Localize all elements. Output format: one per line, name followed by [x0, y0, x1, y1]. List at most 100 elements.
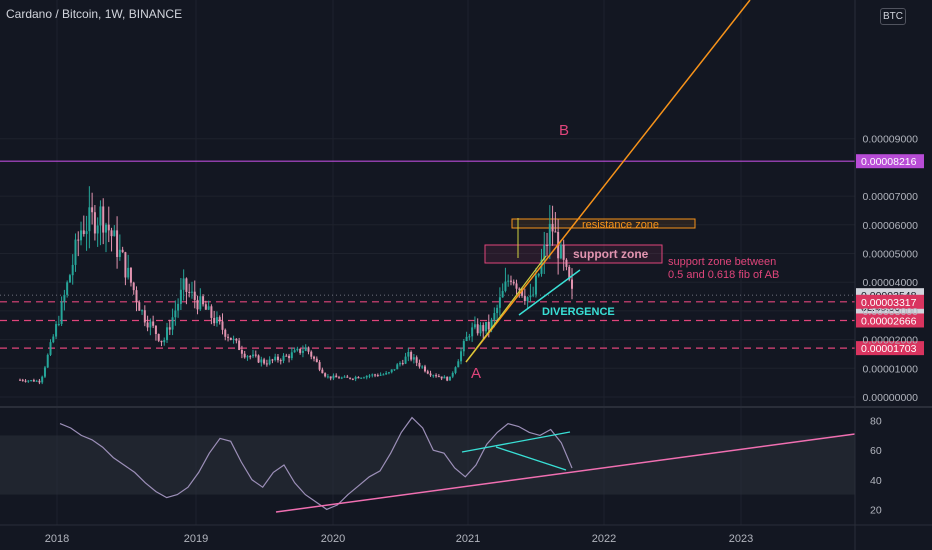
candle-body-148: [429, 373, 432, 376]
candle-body-123: [360, 377, 363, 379]
candle-body-50: [157, 334, 160, 341]
symbol-title[interactable]: Cardano / Bitcoin, 1W, BINANCE: [6, 7, 183, 21]
candle-body-25: [88, 207, 91, 232]
candle-body-161: [465, 336, 468, 342]
time-tick-1: 2019: [184, 533, 208, 545]
candle-body-33: [110, 230, 113, 237]
candle-body-199: [571, 279, 573, 289]
candle-body-115: [337, 377, 340, 379]
candle-body-196: [562, 244, 565, 260]
candle-body-44: [141, 310, 144, 312]
rsi-tick-3: 80: [870, 416, 882, 428]
price-tick-6: 0.00006000: [863, 220, 919, 232]
candle-body-93: [276, 356, 279, 361]
candle-body-185: [532, 294, 535, 296]
candle-body-19: [71, 264, 74, 276]
candle-body-126: [368, 375, 371, 377]
level-badge-3: [856, 313, 924, 328]
candle-body-18: [68, 275, 71, 283]
candle-body-110: [324, 373, 327, 377]
currency-badge[interactable]: BTC: [880, 8, 906, 25]
grid: [0, 0, 855, 525]
candle-body-158: [457, 361, 460, 368]
candle-body-114: [335, 375, 338, 378]
candle-body-91: [271, 359, 274, 361]
candle-body-46: [146, 322, 149, 328]
candle-body-127: [371, 374, 374, 376]
candle-body-105: [310, 351, 313, 357]
candle-body-21: [77, 239, 80, 241]
candle-body-116: [340, 377, 343, 379]
candle-body-106: [313, 356, 316, 359]
candle-body-16: [63, 294, 66, 302]
candle-body-122: [357, 377, 360, 379]
candle-body-174: [501, 290, 504, 298]
candle-body-65: [199, 296, 202, 310]
candle-body-104: [307, 347, 310, 352]
candle-body-191: [548, 223, 551, 246]
candle-body-82: [246, 356, 249, 358]
price-tick-3: 0.00003000: [863, 306, 919, 318]
candle-body-31: [104, 224, 107, 233]
candle-body-6: [35, 380, 38, 382]
candle-body-68: [207, 306, 210, 310]
candle-body-99: [293, 350, 296, 353]
candle-body-107: [315, 358, 318, 363]
divergence-line-price: [518, 269, 581, 316]
candle-body-11: [49, 342, 52, 355]
candle-body-17: [66, 282, 69, 295]
annotation-support-zone: support zone: [573, 247, 649, 261]
candle-body-15: [60, 301, 63, 324]
candle-body-54: [168, 327, 171, 330]
candle-body-8: [41, 376, 44, 383]
candle-body-10: [46, 354, 49, 368]
candle-body-61: [188, 291, 191, 293]
rsi-band: [0, 435, 855, 495]
candle-body-109: [321, 369, 324, 374]
candle-body-83: [249, 356, 252, 358]
candle-body-186: [534, 275, 537, 295]
candle-body-47: [149, 321, 152, 328]
candle-body-184: [529, 295, 532, 298]
candle-body-20: [74, 239, 77, 265]
candle-body-79: [238, 340, 241, 350]
candle-body-38: [124, 252, 127, 278]
candle-body-183: [526, 297, 529, 302]
candle-body-164: [473, 324, 476, 328]
candle-body-9: [43, 367, 46, 377]
candle-body-136: [396, 364, 399, 370]
candle-body-113: [332, 375, 335, 379]
candle-body-59: [182, 278, 185, 290]
rsi-tick-2: 60: [870, 445, 882, 457]
candle-body-75: [227, 336, 230, 338]
candle-body-170: [490, 319, 493, 330]
zones: [484, 218, 696, 264]
level-badge-4: [856, 341, 924, 356]
candle-body-41: [132, 282, 135, 291]
candle-body-85: [254, 354, 257, 356]
candle-body-166: [479, 325, 482, 334]
candle-body-27: [93, 212, 96, 234]
candle-body-39: [127, 267, 130, 278]
candle-body-171: [493, 313, 496, 320]
annotation-a: A: [471, 365, 481, 382]
candle-body-139: [404, 356, 407, 364]
candle-body-42: [135, 290, 138, 303]
candle-body-141: [410, 351, 413, 360]
candle-body-55: [171, 317, 174, 330]
annotation-divergence: DIVERGENCE: [542, 306, 615, 318]
candle-body-167: [482, 325, 485, 332]
candle-body-29: [99, 206, 102, 226]
candle-body-159: [460, 351, 463, 362]
candle-body-26: [91, 207, 94, 213]
level-badge-0: [856, 154, 924, 169]
candle-body-57: [177, 303, 180, 311]
candle-body-81: [243, 353, 246, 358]
candle-body-160: [462, 341, 465, 352]
candle-body-111: [326, 376, 329, 378]
candle-body-22: [80, 230, 83, 241]
candle-body-48: [152, 321, 155, 326]
